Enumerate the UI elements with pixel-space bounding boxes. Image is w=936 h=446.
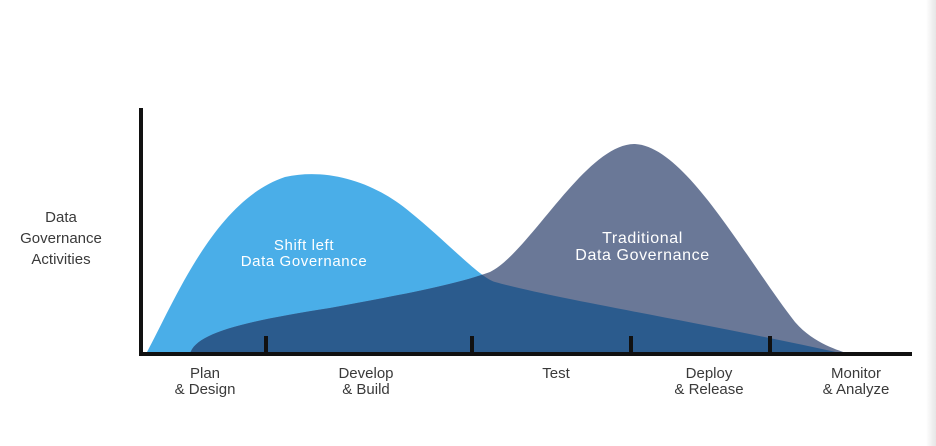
shift-left-area	[146, 174, 845, 354]
phase-label-develop-build: Develop & Build	[316, 366, 416, 398]
phase-label-line: Deploy	[685, 365, 733, 382]
y-axis-label-line: Data	[45, 209, 77, 226]
shift-left-label-line: Data Governance	[240, 253, 368, 270]
phase-label-line: & Design	[174, 381, 236, 398]
phase-label-deploy-release: Deploy & Release	[659, 366, 759, 398]
y-axis-label: Data Governance Activities	[14, 207, 108, 270]
traditional-label-line: Traditional	[602, 230, 683, 247]
shift-left-label-line: Shift left	[273, 237, 335, 254]
traditional-area	[190, 144, 848, 354]
phase-label-line: & Analyze	[822, 381, 890, 398]
traditional-label: Traditional Data Governance	[550, 230, 735, 264]
phase-label-line: Plan	[189, 365, 221, 382]
traditional-label-line: Data Governance	[575, 247, 710, 264]
phase-label-line: Monitor	[830, 365, 882, 382]
shift-left-label: Shift left Data Governance	[214, 238, 394, 270]
phase-label-line: & Build	[342, 381, 390, 398]
phase-label-line: & Release	[674, 381, 744, 398]
y-axis-label-line: Governance	[20, 230, 102, 247]
phase-label-line: Test	[542, 365, 570, 382]
phase-label-plan-design: Plan & Design	[155, 366, 255, 398]
y-axis-label-line: Activities	[31, 251, 91, 268]
phase-label-test: Test	[516, 366, 596, 382]
right-edge-shadow	[926, 0, 936, 446]
phase-label-line: Develop	[338, 365, 394, 382]
phase-label-monitor-analyze: Monitor & Analyze	[804, 366, 908, 398]
